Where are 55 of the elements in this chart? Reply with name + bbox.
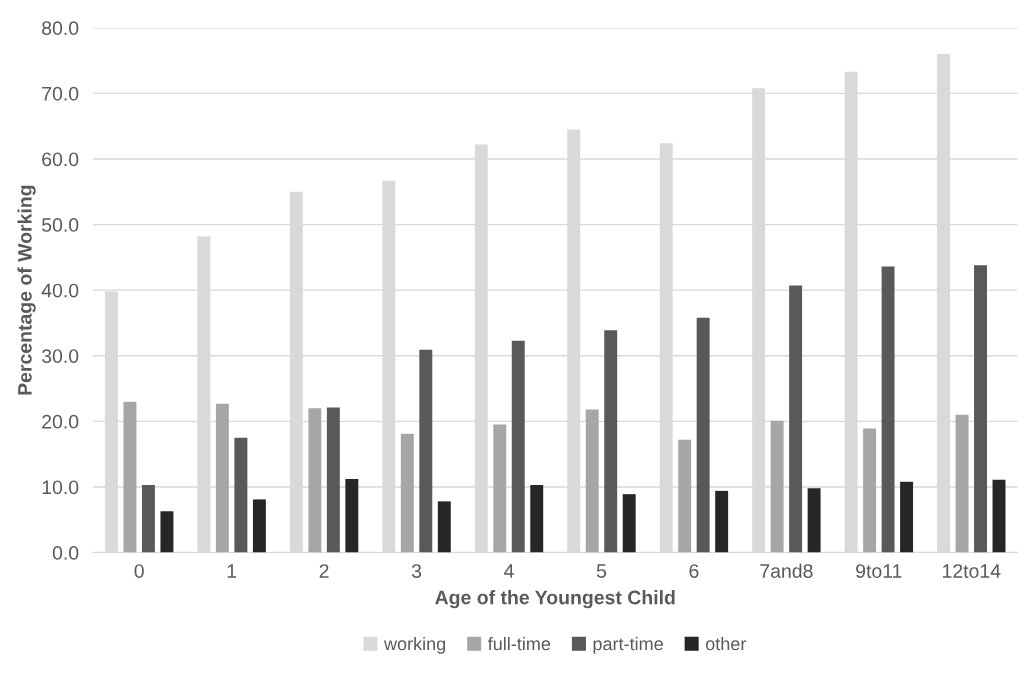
x-tick-label: 4 <box>504 564 514 578</box>
bar <box>141 484 155 553</box>
x-tick-label: 9to11 <box>856 564 902 578</box>
y-tick-label: 70.0 <box>42 86 79 101</box>
bar <box>696 317 710 553</box>
legend-label: part-time <box>593 636 663 654</box>
bar <box>215 403 229 553</box>
legend-label: working <box>383 636 446 654</box>
legend-label: full-time <box>487 636 551 651</box>
y-tick-label: 40.0 <box>41 283 79 298</box>
y-tick-label: 0.0 <box>52 545 79 560</box>
bar <box>974 265 987 553</box>
y-tick-label: 60.0 <box>42 152 79 167</box>
bar <box>585 409 599 553</box>
bar <box>123 401 137 553</box>
bar <box>326 407 340 553</box>
bar <box>252 499 266 553</box>
x-tick-label: 1 <box>227 564 237 578</box>
bar <box>770 420 784 553</box>
x-axis-title: Age of the Youngest Child <box>435 590 675 609</box>
x-tick-label: 0 <box>134 564 144 578</box>
bar <box>881 266 895 553</box>
bar <box>308 408 322 553</box>
bar <box>419 349 433 553</box>
x-tick-label: 6 <box>689 564 699 578</box>
bar <box>511 340 525 553</box>
x-tick-label: 5 <box>596 564 607 578</box>
bar <box>900 481 914 553</box>
bar <box>400 433 414 553</box>
bar <box>715 490 729 553</box>
bar <box>863 428 877 553</box>
bar <box>345 479 359 553</box>
x-tick-label: 3 <box>411 564 422 578</box>
x-tick-label: 7and8 <box>760 563 813 578</box>
bar <box>160 511 174 553</box>
bar <box>234 437 248 553</box>
x-tick-label: 12to14 <box>943 564 1001 578</box>
bar <box>807 488 821 553</box>
bar <box>955 414 969 553</box>
y-tick-label: 50.0 <box>42 218 79 232</box>
y-tick-label: 20.0 <box>42 414 79 429</box>
bar <box>604 330 618 553</box>
bar <box>437 501 451 553</box>
y-tick-label: 80.0 <box>42 21 79 36</box>
y-tick-label: 10.0 <box>42 480 79 495</box>
bar <box>678 439 692 553</box>
legend-label: other <box>705 636 747 651</box>
bar <box>789 285 803 553</box>
y-tick-label: 30.0 <box>41 349 79 363</box>
bar <box>622 494 636 553</box>
y-axis-title: Percentage of Working <box>17 185 36 395</box>
bar <box>493 424 507 553</box>
bar <box>530 484 544 553</box>
bar <box>992 479 1006 553</box>
x-tick-label: 2 <box>319 564 329 578</box>
